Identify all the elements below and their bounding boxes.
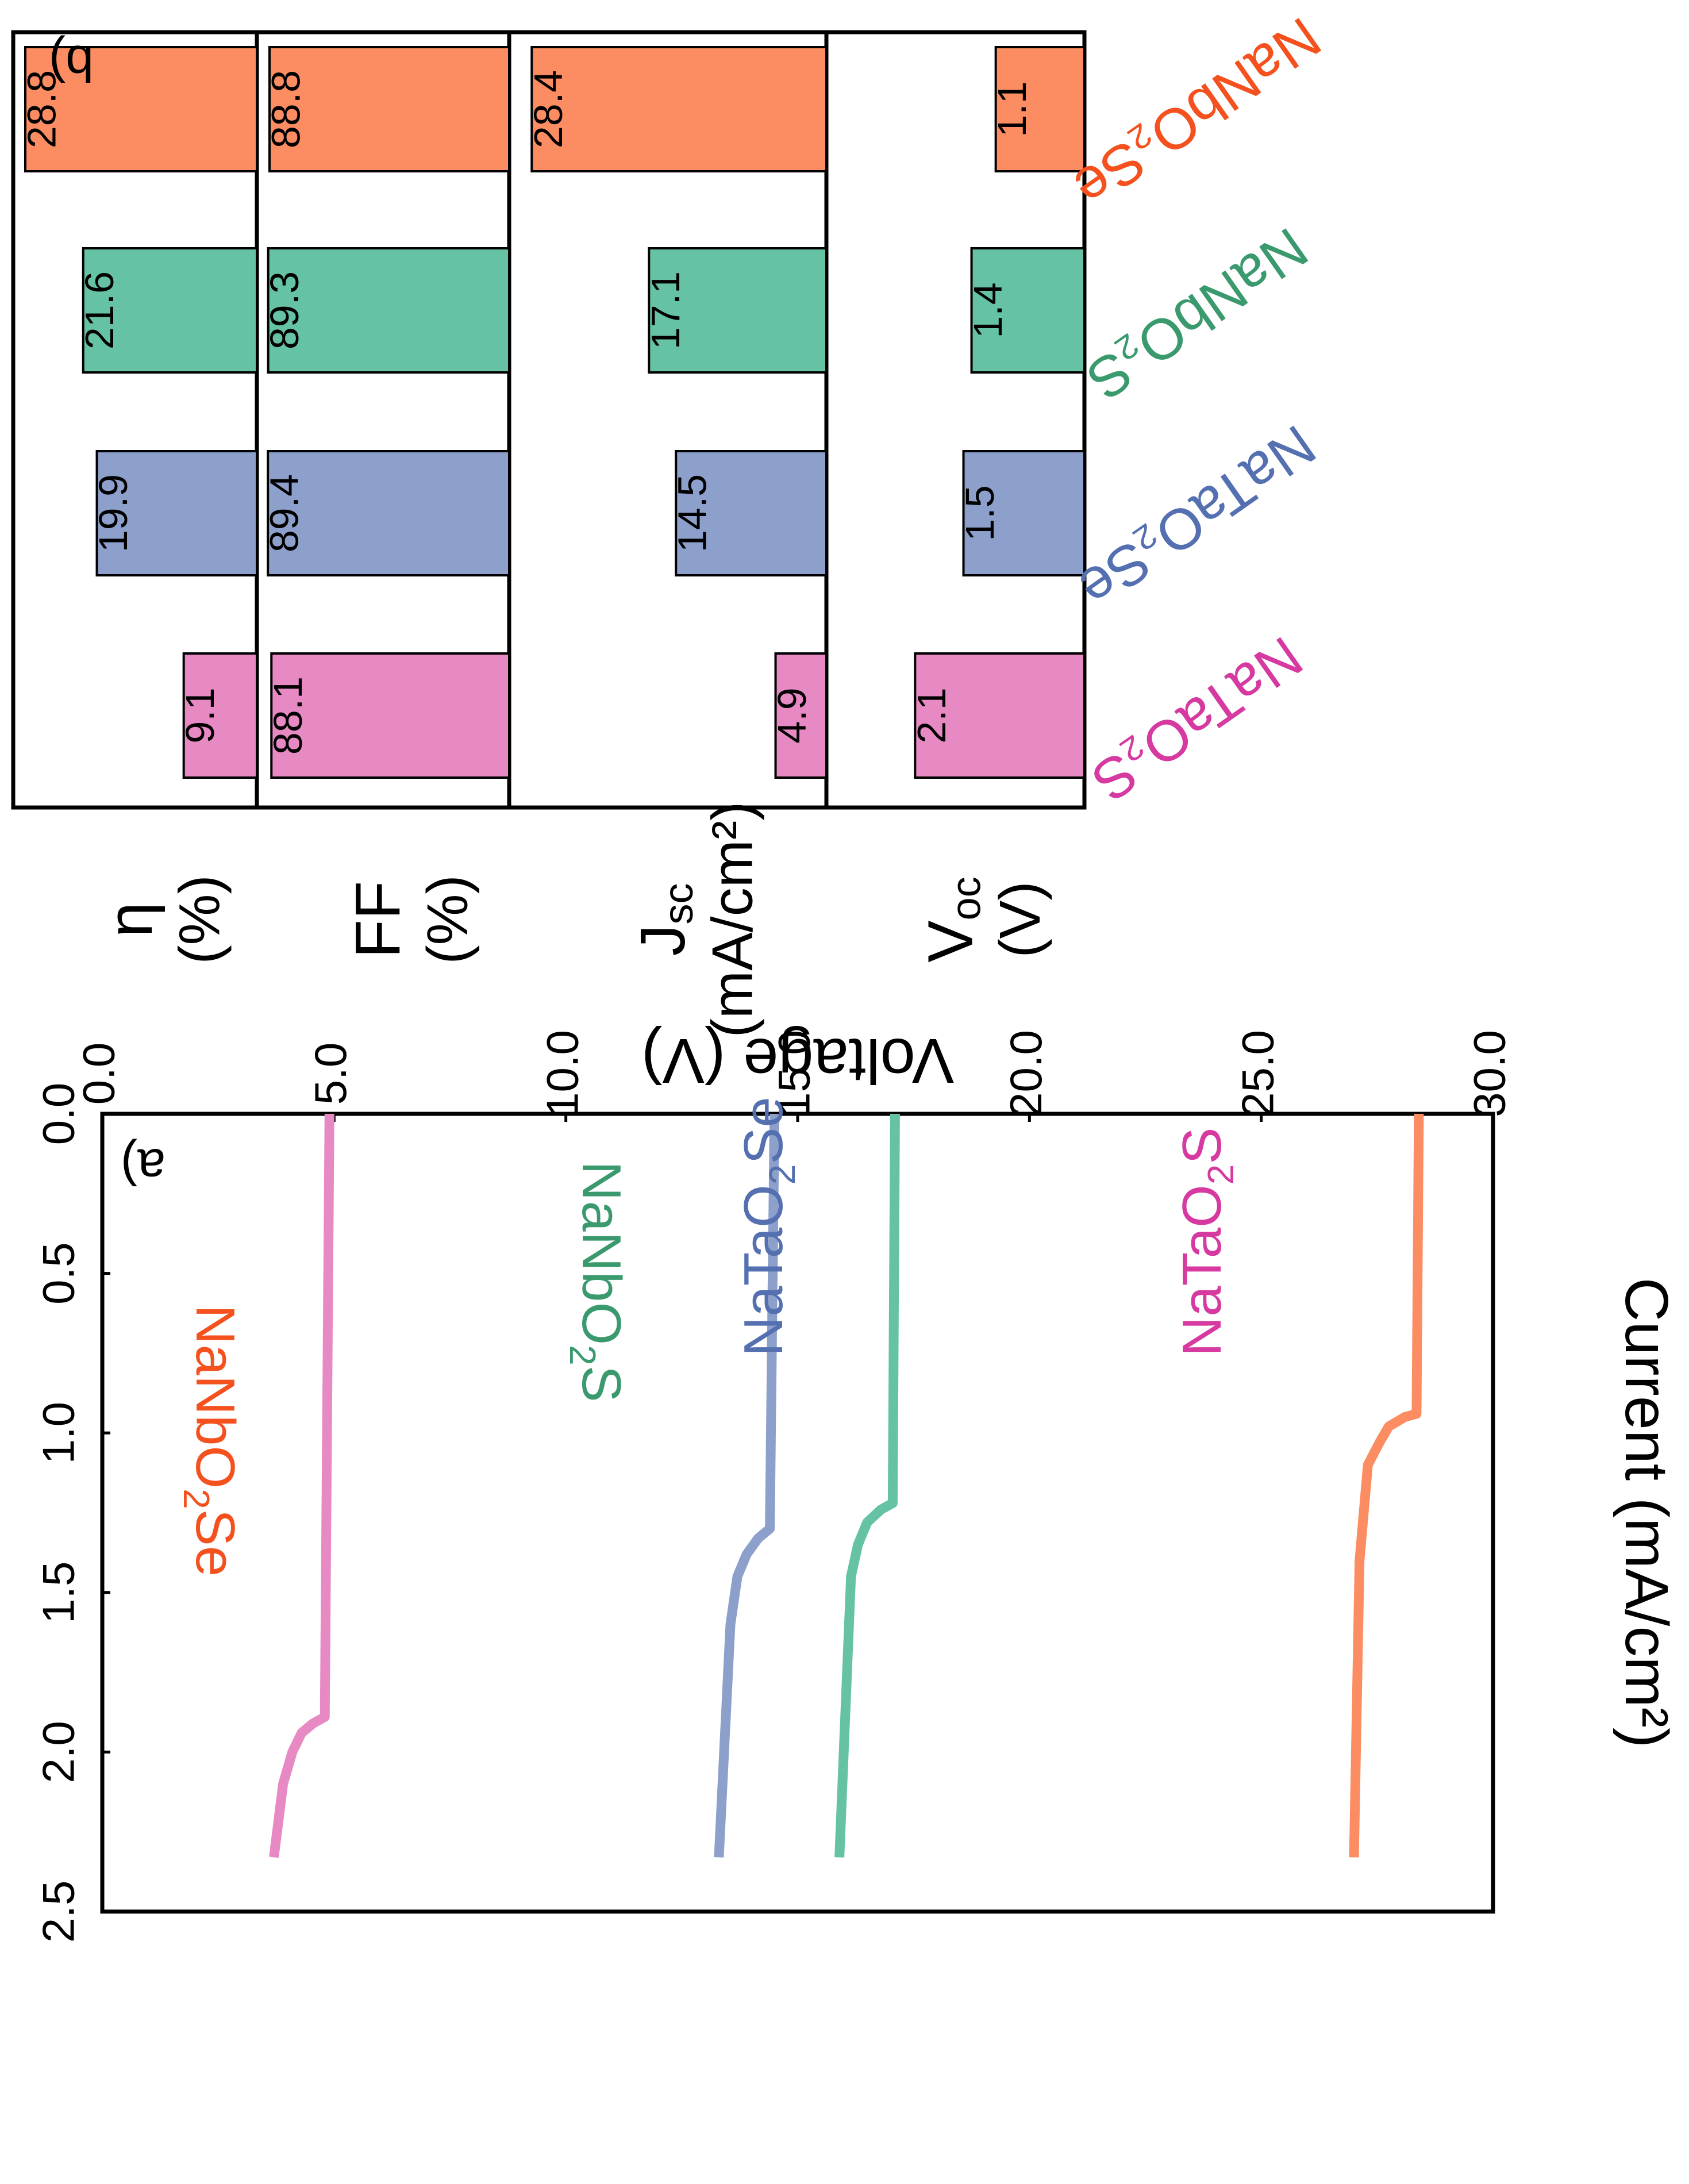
bar-value-label: 28.4 [526, 70, 571, 148]
current-tick-label: 20.0 [1001, 1030, 1051, 1117]
bar-panel-unit: (%) [415, 875, 480, 964]
current-tick-label: 30.0 [1464, 1030, 1515, 1117]
bar-panel-label: FF [343, 881, 414, 958]
bar-3-2 [962, 450, 1086, 576]
bar-1-2 [267, 450, 510, 576]
iv-series-line-0 [1349, 1113, 1424, 1858]
voltage-tick-label: 1.5 [33, 1562, 84, 1624]
bar-1-1 [267, 247, 510, 374]
bar-panel-2: 28.4 17.1 14.5 4.9 Jsc(mA/cm²) [507, 30, 829, 1038]
svg-text:NaTaO2Se: NaTaO2Se [733, 1097, 803, 1356]
bar-panel-label: Voc [915, 876, 990, 962]
bar-value-label: 1.5 [957, 485, 1002, 541]
bar-2-0 [530, 46, 828, 172]
bar-value-label: 4.9 [770, 687, 814, 743]
bar-panel-label: η [95, 902, 166, 937]
bar-0-2 [95, 450, 258, 576]
bar-value-label: 21.6 [77, 271, 122, 349]
bar-value-label: 88.1 [266, 676, 310, 755]
iv-series-line-1 [834, 1113, 900, 1858]
iv-series [269, 1113, 1424, 1858]
bar-value-label: 28.8 [19, 70, 64, 148]
bar-2-2 [675, 450, 828, 576]
bar-0-0 [24, 46, 258, 172]
bar-1-0 [268, 46, 510, 172]
current-tick-label: 5.0 [305, 1043, 356, 1105]
current-tick-label: 25.0 [1232, 1030, 1283, 1117]
bar-value-label: 88.8 [263, 70, 308, 148]
bar-value-label: 2.1 [909, 687, 954, 743]
current-tick-label: 15.0 [769, 1030, 820, 1117]
element-se: Se [184, 1509, 246, 1577]
iv-ticks: 0.0 0.5 1.0 1.5 2.0 2.5 0.0 5.0 10.0 15.0 20.0 25.0… [33, 1030, 1515, 1943]
bar-panel-unit: (mA/cm²) [700, 802, 764, 1038]
bar-panel-0: 28.8 21.6 19.9 9.1 η (%) [11, 30, 259, 964]
svg-text:NaNbO2S: NaNbO2S [562, 1161, 632, 1402]
voltage-tick-label: 0.0 [33, 1083, 84, 1145]
voltage-tick-label: 0.5 [33, 1242, 84, 1304]
bar-value-label: 1.4 [965, 282, 1010, 338]
category-label-3: NaTaO₂S [1081, 624, 1314, 814]
bar-value-label: 89.4 [262, 474, 307, 552]
element-s: S [571, 1366, 632, 1402]
bar-panel-label: Jsc [628, 883, 702, 956]
current-tick-label: 0.0 [74, 1043, 124, 1105]
svg-text:NaNbO2Se: NaNbO2Se [176, 1305, 246, 1577]
bar-value-label: 9.1 [178, 687, 222, 743]
series-label-natao2s: NaTaO2S [1171, 1128, 1241, 1356]
bar-2-3 [774, 652, 828, 779]
category-label-1: NaNbO₂S [1075, 215, 1319, 413]
iv-series-line-2 [714, 1113, 780, 1858]
bar-value-label: 17.1 [643, 271, 688, 349]
svg-text:NaTaO2S: NaTaO2S [1171, 1128, 1241, 1356]
bar-panel-3: 1.1 1.4 1.5 2.1 Voc(V) [824, 30, 1087, 963]
bar-0-3 [182, 652, 258, 779]
bar-panel-label-sub: sc [656, 883, 702, 925]
performance-bars-panel: 1.1 1.4 1.5 2.1 Voc(V) 28.4 17.1 14.5 4.9 Jsc(mA/… [11, 5, 1332, 1038]
panel-a-label: a) [121, 1139, 166, 1195]
voltage-tick-label: 2.0 [33, 1721, 84, 1783]
subscript-2: 2 [1200, 1164, 1241, 1185]
series-label-nanbo2se: NaNbO2Se [176, 1305, 246, 1577]
bar-value-label: 89.3 [262, 271, 307, 349]
subscript-2: 2 [176, 1489, 217, 1509]
voltage-tick-label: 1.0 [33, 1402, 84, 1464]
bar-panel-unit: (%) [167, 875, 232, 964]
bar-3-3 [914, 652, 1086, 779]
iv-y-axis-label: Current (mA/cm²) [1613, 1278, 1680, 1748]
current-tick-label: 10.0 [537, 1030, 587, 1117]
element-se: Se [733, 1097, 794, 1164]
bar-panel-unit: (V) [988, 881, 1052, 958]
bar-1-3 [270, 652, 510, 779]
element-s: S [1171, 1128, 1233, 1164]
category-label-2: NaTaO₂Se [1068, 413, 1327, 621]
bar-value-label: 19.9 [91, 474, 136, 552]
voltage-tick-label: 2.5 [33, 1881, 84, 1943]
iv-curve-panel: 0.0 0.5 1.0 1.5 2.0 2.5 0.0 5.0 10.0 15.0 20.0 25.0… [33, 1025, 1680, 1943]
category-label-0: NaNbO₂Se [1063, 5, 1332, 220]
panel-b-label: b) [49, 35, 94, 92]
iv-plot-frame [100, 1112, 1495, 1914]
subscript-2: 2 [761, 1164, 803, 1185]
bar-0-1 [82, 247, 258, 374]
iv-x-axis-label: Voltage (V) [641, 1025, 954, 1096]
bar-3-1 [970, 247, 1086, 374]
series-label-nanbo2s: NaNbO2S [562, 1161, 632, 1402]
subscript-2: 2 [562, 1345, 603, 1366]
bar-panel-label-sub: oc [944, 876, 990, 920]
bar-value-label: 1.1 [990, 81, 1034, 137]
bar-2-1 [648, 247, 828, 374]
iv-series-line-3 [269, 1113, 334, 1858]
series-label-natao2se: NaTaO2Se [733, 1097, 803, 1356]
bar-3-0 [994, 46, 1086, 172]
bar-panel-1: 88.8 89.3 89.4 88.1 FF (%) [255, 30, 511, 964]
bar-value-label: 14.5 [670, 474, 715, 552]
